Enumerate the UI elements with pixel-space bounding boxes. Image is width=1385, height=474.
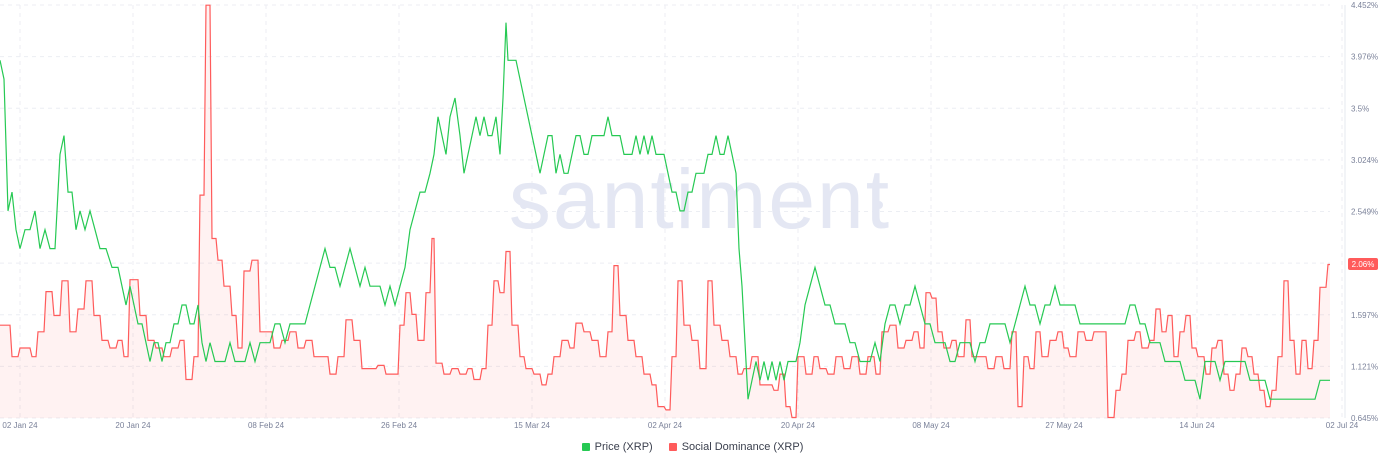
y-tick-label: 3.024% — [1351, 156, 1378, 165]
badge-bg — [1348, 258, 1378, 270]
x-tick-label: 02 Jan 24 — [2, 421, 38, 430]
y-tick-label: 3.5% — [1351, 104, 1369, 113]
y-tick-label: 3.976% — [1351, 53, 1378, 62]
social-dominance-line — [0, 4, 1330, 419]
legend: Price (XRP) Social Dominance (XRP) — [0, 441, 1385, 453]
y-tick-label: 0.645% — [1351, 414, 1378, 423]
legend-label-price: Price (XRP) — [594, 441, 653, 453]
current-value-badge: 2.06% — [1348, 258, 1378, 270]
legend-item-social-dominance[interactable]: Social Dominance (XRP) — [668, 441, 804, 453]
x-tick-label: 08 May 24 — [912, 421, 950, 430]
x-tick-label: 20 Apr 24 — [781, 421, 816, 430]
y-tick-label: 1.597% — [1351, 311, 1378, 320]
watermark-dot-left — [520, 201, 528, 209]
badge-text: 2.06% — [1352, 260, 1375, 269]
social-dominance-area — [0, 5, 1330, 418]
x-tick-label: 08 Feb 24 — [248, 421, 285, 430]
x-tick-label: 27 May 24 — [1045, 421, 1083, 430]
series-layer — [0, 4, 1330, 419]
watermark-dot-right — [875, 201, 883, 209]
y-tick-label: 2.549% — [1351, 208, 1378, 217]
legend-label-social-dominance: Social Dominance (XRP) — [681, 441, 804, 453]
legend-item-price[interactable]: Price (XRP) — [581, 441, 653, 453]
x-tick-label: 02 Jul 24 — [1326, 421, 1359, 430]
legend-swatch-price — [581, 443, 590, 451]
x-tick-label: 14 Jun 24 — [1179, 421, 1215, 430]
legend-swatch-social-dominance — [668, 443, 677, 451]
x-tick-label: 15 Mar 24 — [514, 421, 551, 430]
x-tick-label: 26 Feb 24 — [381, 421, 418, 430]
watermark: santiment — [509, 152, 891, 246]
x-tick-label: 20 Jan 24 — [115, 421, 151, 430]
y-tick-label: 1.121% — [1351, 362, 1378, 371]
price-line — [0, 22, 1330, 400]
x-tick-label: 02 Apr 24 — [648, 421, 683, 430]
y-tick-label: 4.452% — [1351, 1, 1378, 10]
